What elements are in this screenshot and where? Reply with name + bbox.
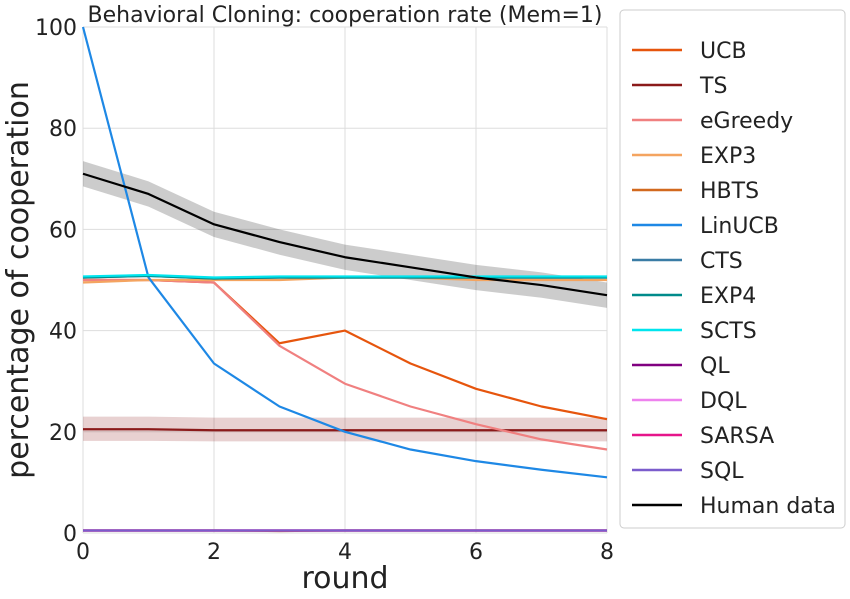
y-tick-label: 60 xyxy=(49,218,77,243)
series-line xyxy=(81,26,608,479)
confidence-band xyxy=(83,161,607,308)
series-line xyxy=(82,172,608,297)
x-tick-label: 6 xyxy=(469,540,483,565)
x-tick-label: 2 xyxy=(207,540,221,565)
legend-label: eGreedy xyxy=(700,109,793,134)
legend-label: EXP3 xyxy=(700,144,756,169)
x-tick-label: 0 xyxy=(76,540,90,565)
y-tick-label: 0 xyxy=(63,522,77,547)
legend-label: Human data xyxy=(700,494,836,519)
plot-area xyxy=(81,26,608,533)
legend-label: SARSA xyxy=(700,424,774,449)
x-tick-label: 8 xyxy=(600,540,614,565)
y-tick-label: 20 xyxy=(49,421,77,446)
legend: UCB TS eGreedy EXP3 HBTS LinUCB CTS EXP4 SCTS QL D… xyxy=(632,39,836,519)
y-tick-label: 80 xyxy=(49,117,77,142)
confidence-band xyxy=(83,416,607,442)
legend-label: QL xyxy=(700,354,730,379)
legend-label: DQL xyxy=(700,389,747,414)
legend-label: UCB xyxy=(700,39,747,64)
legend-box xyxy=(619,9,846,529)
series-line xyxy=(82,273,607,279)
legend-label: CTS xyxy=(700,249,743,274)
legend-label: SCTS xyxy=(700,319,757,344)
y-axis-label: percentage of cooperation xyxy=(1,81,36,479)
legend-label: HBTS xyxy=(700,179,759,204)
x-tick-label: 4 xyxy=(338,540,352,565)
x-axis-label: round xyxy=(301,561,388,596)
y-tick-label: 100 xyxy=(35,16,77,41)
axes: 0 20 40 60 80 100 0 2 4 6 8 xyxy=(35,16,614,565)
series-line xyxy=(83,428,607,432)
legend-label: EXP4 xyxy=(700,284,756,309)
legend-label: SQL xyxy=(700,459,744,484)
legend-label: LinUCB xyxy=(700,214,779,239)
y-tick-label: 40 xyxy=(49,320,77,345)
chart-title: Behavioral Cloning: cooperation rate (Me… xyxy=(88,3,603,28)
legend-label: TS xyxy=(699,74,727,99)
